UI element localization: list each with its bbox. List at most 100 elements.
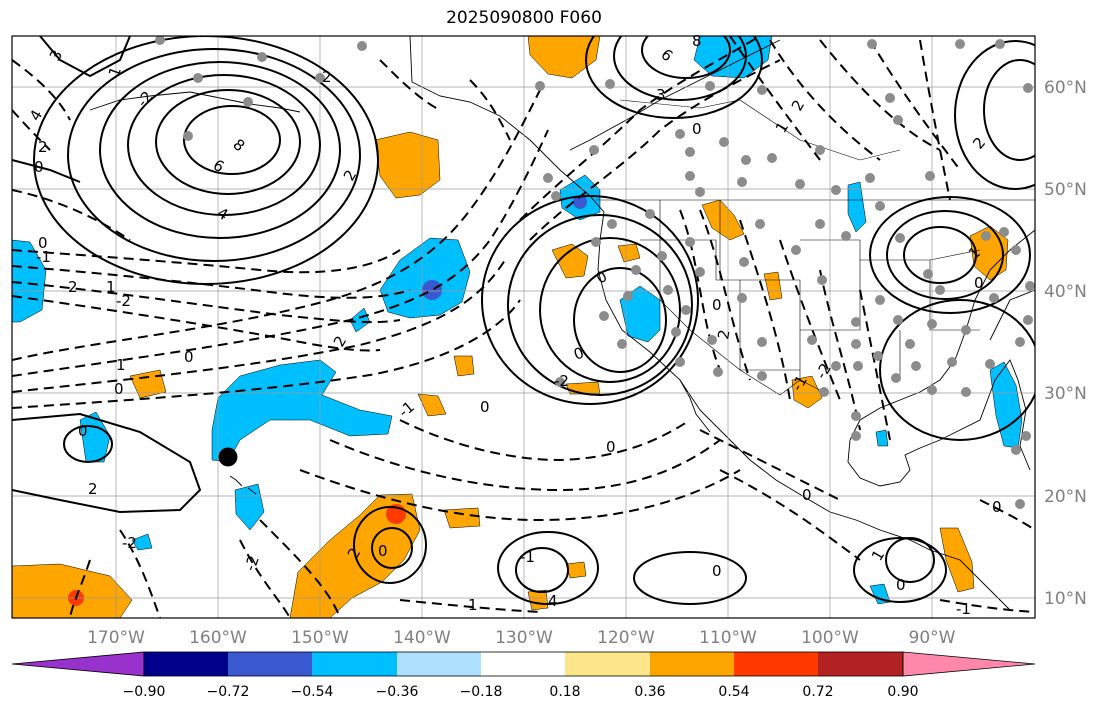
longitude-label: 170°W <box>87 628 145 648</box>
colorbar-tick-label: 0.18 <box>549 684 580 700</box>
colorbar-tick-label: 0.36 <box>634 684 665 700</box>
coastlines <box>89 36 1035 611</box>
contour-label: 1 <box>106 278 116 296</box>
contour-label: 0 <box>606 438 616 456</box>
political-boundaries <box>596 99 1035 396</box>
positive-anomaly-region <box>527 36 601 79</box>
positive-anomaly-region <box>12 563 133 618</box>
contour-label: 2 <box>88 480 98 498</box>
contour-label: 1 <box>116 356 126 374</box>
contour-label: 0 <box>992 498 1002 516</box>
colorbar-tick-label: −0.36 <box>376 684 419 700</box>
contour-label: 0 <box>184 348 194 366</box>
positive-anomaly-region <box>443 507 481 529</box>
contour-label: 0 <box>38 234 48 252</box>
contour-label: -2 <box>116 292 131 310</box>
negative-anomaly-region <box>131 533 153 551</box>
contour-label: -1 <box>956 600 971 618</box>
colorbar-segment <box>312 652 397 676</box>
latitude-label: 30°N <box>1044 384 1087 404</box>
colorbar: −0.90 −0.72 −0.54 −0.36 −0.18 0.18 0.36 … <box>11 651 1036 700</box>
colorbar-segment <box>565 652 650 676</box>
colorbar-segment <box>481 652 565 676</box>
contour-label: -2 <box>241 553 263 573</box>
contour-label: 2 <box>38 138 48 156</box>
colorbar-high-extension <box>902 651 1036 677</box>
colorbar-segment <box>228 652 312 676</box>
map-title: 2025090800 F060 <box>446 8 602 28</box>
contour-label: -1 <box>36 248 51 266</box>
latitude-label: 50°N <box>1044 180 1087 200</box>
contour-label: 4 <box>548 592 558 610</box>
longitude-label: 130°W <box>495 628 553 648</box>
contour-label: 0 <box>78 422 88 440</box>
colorbar-tick-label: 0.54 <box>718 684 749 700</box>
contour-label: 3 <box>656 86 666 104</box>
negative-anomaly-core <box>573 195 587 209</box>
positive-anomaly-region <box>453 355 475 377</box>
positive-anomaly-region <box>527 589 549 611</box>
longitude-label: 150°W <box>291 628 349 648</box>
positive-anomaly-region <box>417 393 447 417</box>
longitude-label: 100°W <box>801 628 859 648</box>
contour-label: 0 <box>378 542 388 560</box>
negative-anomaly-region <box>234 483 265 531</box>
contour-label: 0 <box>692 120 702 138</box>
contour-label: 0 <box>480 398 490 416</box>
contour-label: 0 <box>896 576 906 594</box>
contour-label: -2 <box>554 372 569 390</box>
contour-label: -2 <box>122 534 137 552</box>
positive-anomaly-region <box>565 381 601 395</box>
dashed-contours <box>12 36 1035 618</box>
colorbar-tick-label: 0.90 <box>887 684 918 700</box>
contour-label: 0 <box>802 486 812 504</box>
contour-label: 2 <box>322 68 332 86</box>
contour-label: 0 <box>114 380 124 398</box>
positive-anomaly-region <box>617 243 641 263</box>
longitude-label: 140°W <box>393 628 451 648</box>
station-dots <box>155 36 1035 509</box>
map-frame <box>11 35 1036 619</box>
positive-anomaly-region <box>551 243 589 279</box>
latitude-labels: 60°N 50°N 40°N 30°N 20°N 10°N <box>1044 78 1087 609</box>
contour-label: 0 <box>34 158 44 176</box>
colorbar-segment <box>818 652 903 676</box>
negative-anomaly-region <box>379 237 471 319</box>
colorbar-tick-label: −0.72 <box>207 684 250 700</box>
negative-anomaly-core <box>422 280 442 300</box>
latitude-label: 20°N <box>1044 487 1087 507</box>
contour-label: 2 <box>714 328 733 341</box>
colorbar-segment <box>734 652 818 676</box>
solid-contours <box>12 36 1035 605</box>
negative-anomaly-region <box>12 239 47 323</box>
contour-label: 0 <box>974 274 984 292</box>
contour-label: 1 <box>468 596 478 614</box>
contour-label: 8 <box>692 32 702 50</box>
negative-anomaly-region <box>79 411 111 463</box>
longitude-label: 120°W <box>597 628 655 648</box>
contour-label: -1 <box>520 548 535 566</box>
colorbar-tick-label: −0.54 <box>291 684 334 700</box>
contour-label: 0 <box>712 562 722 580</box>
map-background <box>12 36 1035 618</box>
longitude-label: 110°W <box>699 628 757 648</box>
colorbar-tick-label: −0.90 <box>123 684 166 700</box>
positive-anomaly-region <box>374 131 441 199</box>
latitude-label: 60°N <box>1044 78 1087 98</box>
colorbar-segment <box>144 652 228 676</box>
latitude-label: 10°N <box>1044 589 1087 609</box>
contour-label: 0 <box>712 296 722 314</box>
negative-anomaly-region <box>847 181 867 233</box>
longitude-labels: 170°W 160°W 150°W 140°W 130°W 120°W 110°… <box>87 628 956 648</box>
colorbar-segment <box>397 652 481 676</box>
positive-anomaly-region <box>939 527 975 593</box>
longitude-label: 160°W <box>189 628 247 648</box>
colorbar-tick-label: 0.72 <box>802 684 833 700</box>
positive-anomaly-region <box>791 375 823 409</box>
colorbar-low-extension <box>11 651 145 677</box>
contour-label: 2 <box>68 278 78 296</box>
colorbar-tick-label: −0.18 <box>460 684 503 700</box>
negative-anomaly-region <box>875 429 889 447</box>
latitude-label: 40°N <box>1044 282 1087 302</box>
